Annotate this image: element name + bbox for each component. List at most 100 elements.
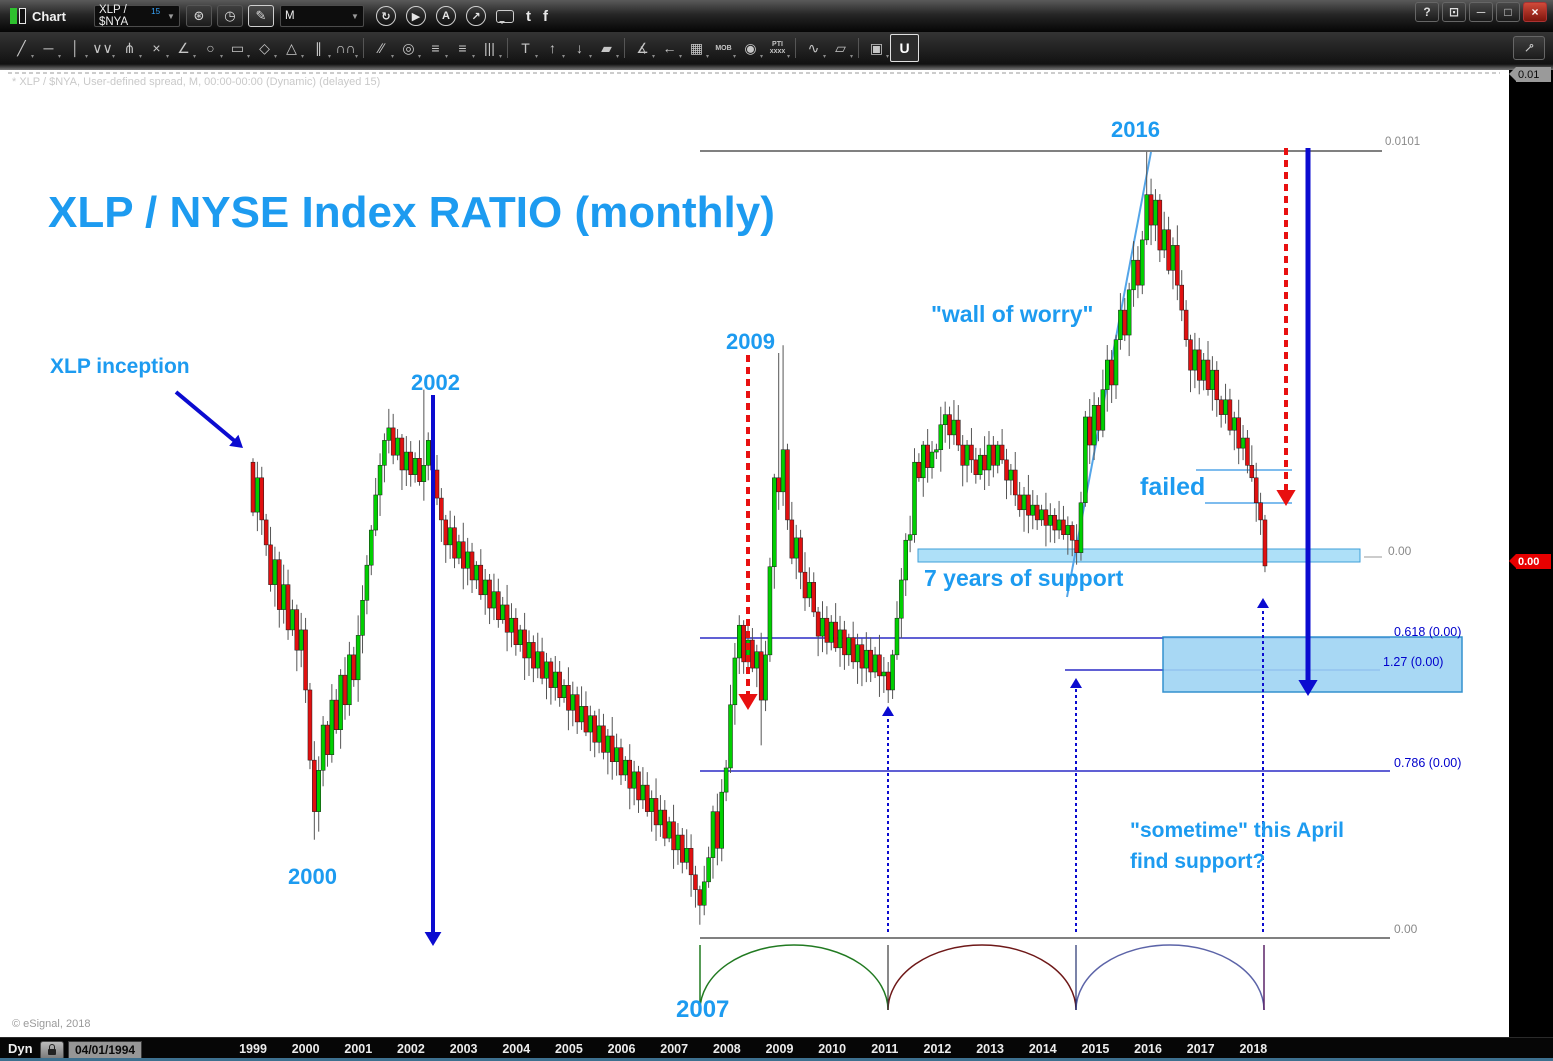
- vertical-line-tool[interactable]: │ ▾: [71, 40, 88, 60]
- pitchfork-tool[interactable]: ⋔ ▾: [123, 39, 142, 61]
- year-tick-2005: 2005: [554, 1042, 583, 1056]
- eye-indicator-tool[interactable]: ◉ ▾: [744, 39, 763, 61]
- annotation-failed: failed: [1140, 473, 1206, 501]
- year-tick-2009: 2009: [765, 1042, 794, 1056]
- twitter-icon[interactable]: t: [525, 7, 531, 25]
- triangle-tool[interactable]: △ ▾: [286, 39, 304, 61]
- fib-extension-tool[interactable]: ≡ ▾: [458, 40, 475, 60]
- draw-pencil-icon[interactable]: ✎: [247, 5, 274, 27]
- regression-channel-tool[interactable]: ∕∕ ▾: [379, 40, 394, 60]
- year-tick-2012: 2012: [923, 1042, 952, 1056]
- year-tick-2008: 2008: [712, 1042, 741, 1056]
- cycle-lines-tool[interactable]: ∩∩ ▾: [335, 40, 358, 60]
- year-tick-2014: 2014: [1028, 1042, 1057, 1056]
- fib-circles-tool[interactable]: ◎ ▾: [402, 39, 421, 61]
- window-bottom-edge: [0, 1058, 1553, 1061]
- symbol-input[interactable]: XLP / $NYA 15 ▼: [93, 4, 180, 28]
- dock-button[interactable]: ⊡: [1442, 2, 1466, 22]
- year-tick-2003: 2003: [449, 1042, 478, 1056]
- year-tick-2010: 2010: [818, 1042, 847, 1056]
- time-template-clock-icon[interactable]: ◷: [216, 5, 243, 27]
- fan-lines-tool[interactable]: ∡ ▾: [636, 39, 655, 61]
- symbol-superscript: 15: [151, 7, 161, 16]
- chart-canvas[interactable]: * XLP / $NYA, User-defined spread, M, 00…: [0, 70, 1509, 1037]
- symbol-settings-gear-icon[interactable]: ⊛: [185, 5, 212, 27]
- price-axis[interactable]: 0.01 0.00: [1509, 67, 1553, 1037]
- send-icon[interactable]: ↗: [465, 6, 486, 26]
- level-label-top-resistance: 0.0101: [1385, 136, 1421, 148]
- parallel-channel-tool[interactable]: ∥ ▾: [315, 39, 331, 61]
- window-title: Chart: [32, 8, 66, 24]
- arrow-left-tool[interactable]: ← ▾: [662, 40, 683, 60]
- interval-select[interactable]: M ▼: [279, 5, 364, 27]
- lock-icon[interactable]: [40, 1041, 64, 1060]
- comment-bubble-icon[interactable]: [495, 9, 514, 24]
- year-tick-2018: 2018: [1239, 1042, 1268, 1056]
- toolbar-separator: [624, 38, 625, 58]
- minimize-button[interactable]: ─: [1469, 2, 1493, 22]
- year-tick-2013: 2013: [976, 1042, 1004, 1056]
- elliott-wave-tool[interactable]: ∿ ▾: [807, 39, 826, 61]
- chart-svg[interactable]: [0, 70, 1509, 1037]
- facebook-icon[interactable]: f: [542, 7, 548, 25]
- level-label-fib-618: 0.618 (0.00): [1394, 625, 1462, 639]
- auto-trade-icon[interactable]: A: [435, 6, 456, 26]
- play-icon[interactable]: ▶: [405, 6, 426, 26]
- year-tick-2007: 2007: [660, 1042, 689, 1056]
- arrow-up-tool[interactable]: ↑ ▾: [549, 40, 565, 60]
- app-chart-icon: [10, 8, 26, 24]
- interval-value: M: [284, 10, 295, 22]
- fib-retracement-tool[interactable]: ≡ ▾: [431, 40, 448, 60]
- year-tick-2017: 2017: [1186, 1042, 1215, 1056]
- axis-top-price-tag: 0.01: [1509, 67, 1551, 82]
- toolbar-separator: [363, 38, 364, 58]
- year-tick-2002: 2002: [397, 1042, 425, 1056]
- year-tick-2001: 2001: [344, 1042, 373, 1056]
- time-axis-bar[interactable]: Dyn 04/01/1994 1999 2000 2001 2002 2003 2004 2…: [0, 1037, 1553, 1061]
- arrow-down-tool[interactable]: ↓ ▾: [576, 40, 592, 60]
- grid-tool[interactable]: ▦ ▾: [689, 39, 709, 61]
- trend-line-tool[interactable]: ╱ ▾: [17, 39, 34, 61]
- year-tick-1999: 1999: [239, 1042, 267, 1056]
- restore-button[interactable]: □: [1496, 2, 1520, 22]
- mob-study-tool[interactable]: MOB ▾: [715, 44, 736, 61]
- diamond-tool[interactable]: ◇ ▾: [259, 39, 277, 61]
- chart-big-title: XLP / NYSE Index RATIO (monthly): [48, 188, 775, 237]
- pin-panel-button[interactable]: ⊸: [1513, 36, 1545, 60]
- callout-tool[interactable]: ▰ ▾: [601, 39, 619, 61]
- toolbar-separator: [507, 38, 508, 58]
- toolbar-separator: [858, 38, 859, 58]
- annotation-2002: 2002: [411, 370, 460, 395]
- cross-line-tool[interactable]: × ▾: [152, 40, 169, 60]
- pti-study-tool[interactable]: PTI xxxx ▾: [769, 41, 790, 60]
- ellipse-tool[interactable]: ○ ▾: [206, 40, 223, 60]
- magnet-snap-tool[interactable]: U: [890, 34, 919, 62]
- chevron-down-icon: ▼: [351, 11, 359, 21]
- zigzag-tool[interactable]: ∨∨ ▾: [92, 39, 115, 61]
- symbol-value: XLP / $NYA: [98, 4, 129, 28]
- comment-note-tool[interactable]: ▣ ▾: [869, 39, 889, 61]
- drawing-toolbar: ╱ ▾ ─ ▾ │ ▾ ∨∨ ▾ ⋔ ▾ × ▾ ∠ ▾ ○ ▾ ▭ ▾ ◇ ▾ △ ▾ ∥ ▾ ∩∩ ▾ ∕∕ ▾ ◎ ▾ ≡ ▾ ≡ ▾ |||…: [0, 32, 1553, 64]
- rectangle-tool[interactable]: ▭ ▾: [230, 39, 250, 61]
- toolbar-separator: [795, 38, 796, 58]
- eraser-tool[interactable]: ▱ ▾: [835, 39, 853, 61]
- help-button[interactable]: ?: [1415, 2, 1439, 22]
- year-tick-2016: 2016: [1134, 1042, 1162, 1056]
- level-label-fib-786: 0.786 (0.00): [1394, 756, 1462, 770]
- fib-time-zones-tool[interactable]: ||| ▾: [484, 40, 502, 60]
- close-button[interactable]: ×: [1523, 2, 1547, 22]
- horizontal-line-tool[interactable]: ─ ▾: [43, 40, 61, 60]
- year-tick-2000: 2000: [291, 1042, 320, 1056]
- year-tick-2006: 2006: [607, 1042, 636, 1056]
- toolbar-shadow-strip: [0, 64, 1553, 70]
- text-tool[interactable]: T ▾: [521, 40, 538, 60]
- start-date-field[interactable]: 04/01/1994: [68, 1041, 143, 1059]
- dyn-mode-label: Dyn: [8, 1041, 33, 1056]
- gann-fan-tool[interactable]: ∠ ▾: [177, 39, 196, 61]
- chart-info-line: * XLP / $NYA, User-defined spread, M, 00…: [12, 76, 381, 88]
- chart-panel: * XLP / $NYA, User-defined spread, M, 00…: [0, 67, 1553, 1037]
- reload-icon[interactable]: ↻: [375, 6, 396, 26]
- level-label-fib-127: 1.27 (0.00): [1383, 655, 1444, 669]
